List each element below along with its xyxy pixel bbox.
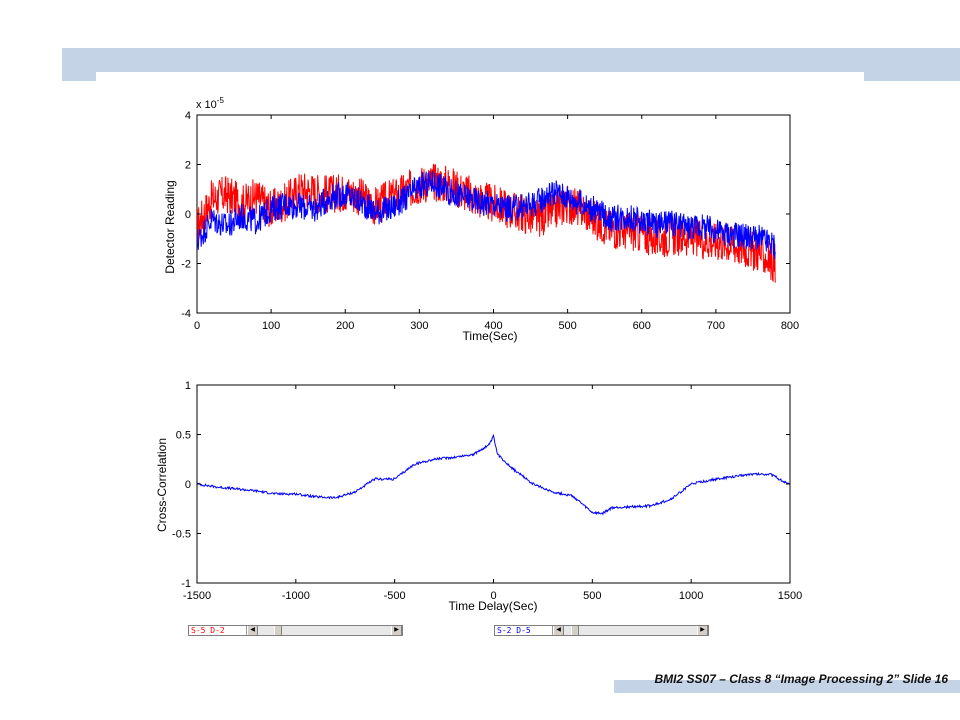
scroll-right-arrow-icon[interactable]: ▶ <box>697 626 708 635</box>
chart1-y-axis-label: Detector Reading <box>163 180 177 273</box>
scrollbar-1-thumb[interactable] <box>273 626 282 635</box>
chart1-ticks: 0 100 200 300 400 500 600 700 800 -4 -2 0 2 4 <box>181 110 799 332</box>
chart2-plot-frame <box>196 384 791 584</box>
x-tick-label: 800 <box>781 320 799 332</box>
scroll-left-arrow-icon[interactable]: ◀ <box>553 626 564 635</box>
chart1-series-group <box>197 163 776 283</box>
scrollbar-2-track[interactable] <box>564 626 697 635</box>
x-tick-label: -500 <box>384 590 406 602</box>
x-tick-label: 0 <box>194 320 200 332</box>
y-tick-label: 4 <box>185 110 191 122</box>
series-line-2 <box>197 171 776 259</box>
scroll-right-arrow-icon[interactable]: ▶ <box>391 626 402 635</box>
x-tick-label: 1000 <box>679 590 703 602</box>
series-line-1 <box>197 433 790 516</box>
x-tick-label: -1500 <box>183 590 211 602</box>
x-tick-label: 600 <box>633 320 651 332</box>
scrollbar-2-label: S-2 D-5 <box>495 626 553 635</box>
x-tick-label: 500 <box>558 320 576 332</box>
y-tick-label: -0.5 <box>172 529 191 541</box>
y-tick-label: 0 <box>185 479 191 491</box>
footer-band <box>614 680 960 693</box>
chart1-exponent-label: x 10-5 <box>196 96 224 111</box>
scrollbar-1-track[interactable] <box>258 626 391 635</box>
y-tick-label: 0.5 <box>176 430 191 442</box>
chart2-ticks: -1500 -1000 -500 0 500 1000 1500 -1 -0.5 0 0.5 1 <box>172 380 802 602</box>
chart1-x-axis-label: Time(Sec) <box>463 329 518 343</box>
x-tick-label: -1000 <box>282 590 310 602</box>
x-tick-label: 0 <box>490 590 496 602</box>
x-tick-label: 700 <box>707 320 725 332</box>
x-tick-label: 400 <box>484 320 502 332</box>
cross-correlation-chart: -1500 -1000 -500 0 500 1000 1500 -1 -0.5 0 0.5 1 Ti… <box>155 380 802 613</box>
y-tick-label: -1 <box>181 578 191 590</box>
slide-footer: BMI2 SS07 – Class 8 “Image Processing 2”… <box>654 672 948 686</box>
scrollbar-1-label: S-5 D-2 <box>189 626 247 635</box>
x-tick-label: 100 <box>262 320 280 332</box>
chart2-series-group <box>197 433 790 516</box>
chart2-y-axis-label: Cross-Correlation <box>155 438 169 532</box>
scroll-left-arrow-icon[interactable]: ◀ <box>247 626 258 635</box>
x-tick-label: 300 <box>410 320 428 332</box>
series-scrollbar-1[interactable]: S-5 D-2 ◀ ▶ <box>188 625 403 636</box>
x-tick-label: 200 <box>336 320 354 332</box>
scrollbar-2-thumb[interactable] <box>570 626 579 635</box>
series-scrollbar-2[interactable]: S-2 D-5 ◀ ▶ <box>494 625 709 636</box>
y-tick-label: 0 <box>185 209 191 221</box>
chart2-x-axis-label: Time Delay(Sec) <box>449 599 538 613</box>
y-tick-label: -4 <box>181 308 191 320</box>
x-tick-label: 1500 <box>778 590 802 602</box>
y-tick-label: 2 <box>185 160 191 172</box>
y-tick-label: 1 <box>185 380 191 392</box>
y-tick-label: -2 <box>181 259 191 271</box>
header-notch <box>96 72 864 82</box>
x-tick-label: 500 <box>583 590 601 602</box>
